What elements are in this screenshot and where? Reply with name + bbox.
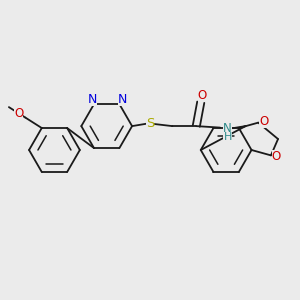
Text: O: O (272, 150, 281, 163)
Text: N: N (118, 93, 127, 106)
Text: H: H (224, 132, 232, 142)
Text: N: N (88, 93, 97, 106)
Text: S: S (146, 117, 154, 130)
Text: O: O (14, 107, 23, 121)
Text: N: N (223, 122, 232, 135)
Text: O: O (259, 115, 268, 128)
Text: O: O (198, 89, 207, 102)
